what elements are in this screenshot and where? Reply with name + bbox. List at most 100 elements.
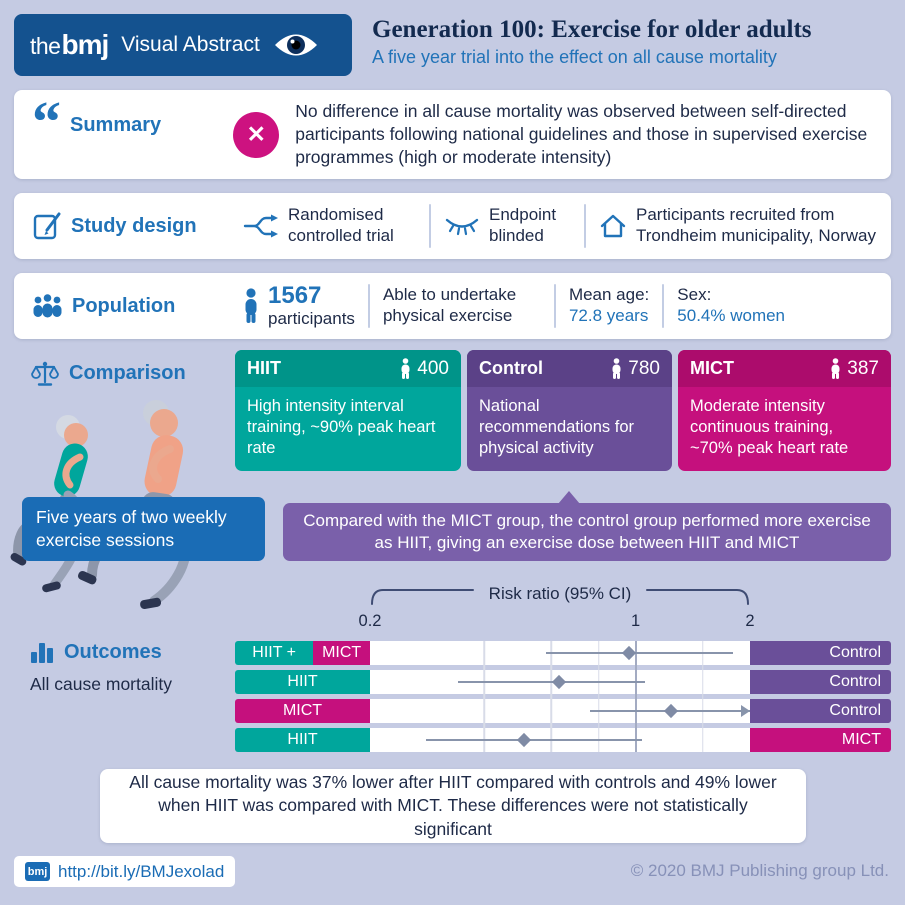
point-estimate bbox=[552, 674, 567, 690]
row-left-label: MICT bbox=[235, 699, 370, 723]
bmj-brand-box: thebmj Visual Abstract bbox=[14, 14, 352, 76]
header-titles: Generation 100: Exercise for older adult… bbox=[372, 16, 892, 68]
conclusion-box: All cause mortality was 37% lower after … bbox=[100, 769, 806, 843]
study-design-item-text: Participants recruited from Trondheim mu… bbox=[636, 205, 876, 245]
group-description: Moderate intensity continuous training, … bbox=[690, 397, 849, 458]
control-card: Control 780 National recommendations for… bbox=[467, 350, 672, 472]
row-right-label: Control bbox=[750, 670, 891, 694]
population-heading: Population bbox=[72, 294, 176, 317]
risk-ratio-label: Risk ratio (95% CI) bbox=[488, 584, 632, 603]
study-design-item-blinded: Endpoint blinded bbox=[444, 205, 571, 246]
study-design-heading: Study design bbox=[71, 214, 197, 237]
divider bbox=[553, 284, 556, 328]
comparison-heading: Comparison bbox=[69, 362, 186, 384]
row-right-label: Control bbox=[750, 641, 891, 665]
row-right-label: Control bbox=[750, 699, 891, 723]
group-name: Control bbox=[479, 358, 543, 378]
study-design-item-randomised: Randomised controlled trial bbox=[243, 205, 416, 246]
summary-section: “ Summary ✕ No difference in all cause m… bbox=[14, 90, 891, 179]
person-icon bbox=[401, 358, 410, 379]
page-title: Generation 100: Exercise for older adult… bbox=[372, 16, 812, 43]
summary-heading: Summary bbox=[70, 113, 162, 136]
point-estimate bbox=[517, 732, 532, 748]
footer-link[interactable]: http://bit.ly/BMJexolad bbox=[58, 861, 225, 881]
person-icon bbox=[243, 288, 259, 324]
mict-card: MICT 387 Moderate intensity continuous t… bbox=[678, 350, 891, 472]
confidence-interval bbox=[425, 739, 643, 742]
study-design-item-recruitment: Participants recruited from Trondheim mu… bbox=[599, 205, 894, 246]
divider bbox=[429, 204, 431, 248]
participants-stat: 1567 participants bbox=[243, 283, 355, 328]
exercise-dose-callout: Compared with the MICT group, the contro… bbox=[283, 491, 891, 561]
group-description: National recommendations for physical ac… bbox=[479, 397, 634, 458]
pencil-form-icon bbox=[32, 211, 62, 241]
bmj-logo: thebmj bbox=[30, 29, 109, 61]
forest-axis: 0.2 1 2 bbox=[359, 612, 755, 634]
group-count-value: 780 bbox=[628, 357, 660, 379]
row-plot-area bbox=[370, 699, 750, 723]
row-plot-area bbox=[370, 728, 750, 752]
summary-text: No difference in all cause mortality was… bbox=[295, 100, 868, 168]
point-estimate bbox=[664, 703, 679, 719]
axis-tick: 0.2 bbox=[358, 612, 382, 630]
mean-age-value: 72.8 years bbox=[568, 306, 649, 325]
bmj-logo-the: the bbox=[30, 33, 61, 59]
scales-icon bbox=[30, 360, 60, 387]
hiit-card-header: HIIT 400 bbox=[235, 350, 461, 387]
cross-icon: ✕ bbox=[233, 111, 280, 158]
outcome-measure: All cause mortality bbox=[30, 674, 172, 694]
sex-value: 50.4% women bbox=[677, 306, 786, 325]
footer-link-box[interactable]: bmj http://bit.ly/BMJexolad bbox=[14, 856, 236, 887]
quote-icon: “ bbox=[32, 89, 61, 154]
bar-chart-icon bbox=[30, 640, 55, 664]
group-name: HIIT bbox=[247, 358, 281, 378]
group-count-value: 387 bbox=[847, 357, 879, 379]
group-count: 780 bbox=[611, 358, 660, 380]
outcomes-heading-group: Outcomes bbox=[30, 640, 162, 664]
confidence-interval bbox=[545, 652, 733, 655]
duration-note: Five years of two weekly exercise sessio… bbox=[22, 497, 265, 561]
control-card-header: Control 780 bbox=[467, 350, 672, 387]
risk-ratio-bracket: Risk ratio (95% CI) bbox=[370, 583, 750, 607]
forest-plot: HIIT + MICT Control HIIT Control MICT Con… bbox=[235, 641, 891, 757]
participant-count-label: participants bbox=[268, 308, 355, 328]
row-right-label: MICT bbox=[750, 728, 891, 752]
outcomes-heading: Outcomes bbox=[64, 640, 162, 663]
row-left-label: HIIT bbox=[235, 728, 370, 752]
study-design-section: Study design Randomised controlled trial… bbox=[14, 193, 891, 259]
study-design-item-text: Endpoint blinded bbox=[489, 205, 557, 245]
forest-row-hiit-vs-mict: HIIT MICT bbox=[235, 728, 891, 752]
blinded-eye-icon bbox=[444, 215, 480, 237]
inclusion-criteria: Able to undertake physical exercise bbox=[382, 285, 517, 325]
population-heading-group: Population bbox=[32, 293, 230, 319]
row-left-label: HIIT bbox=[235, 670, 370, 694]
mict-card-header: MICT 387 bbox=[678, 350, 891, 387]
row-left-label: HIIT + MICT bbox=[235, 641, 370, 665]
bmj-mini-logo: bmj bbox=[25, 862, 50, 881]
divider bbox=[367, 284, 370, 328]
forest-row-hiit-mict-vs-control: HIIT + MICT Control bbox=[235, 641, 891, 665]
house-icon bbox=[599, 213, 627, 239]
bmj-logo-bmj: bmj bbox=[61, 29, 109, 60]
eye-icon bbox=[273, 31, 319, 59]
forest-row-mict-vs-control: MICT Control bbox=[235, 699, 891, 723]
comparison-cards: HIIT 400 High intensity interval trainin… bbox=[235, 350, 891, 472]
hiit-card: HIIT 400 High intensity interval trainin… bbox=[235, 350, 461, 472]
bracket-line bbox=[371, 589, 749, 605]
copyright-text: © 2020 BMJ Publishing group Ltd. bbox=[630, 861, 889, 880]
group-count-value: 400 bbox=[417, 357, 449, 379]
mean-age-stat: Mean age: 72.8 years bbox=[569, 285, 649, 326]
divider bbox=[584, 204, 586, 248]
divider bbox=[662, 284, 665, 328]
comparison-heading-group: Comparison bbox=[30, 360, 186, 387]
row-plot-area bbox=[370, 670, 750, 694]
visual-abstract-label: Visual Abstract bbox=[121, 33, 260, 56]
group-count: 400 bbox=[400, 358, 449, 380]
axis-tick: 2 bbox=[745, 612, 755, 630]
mean-age-label: Mean age: bbox=[568, 285, 650, 305]
summary-heading-group: “ Summary bbox=[32, 89, 233, 154]
study-design-item-text: Randomised controlled trial bbox=[288, 205, 394, 245]
study-design-heading-group: Study design bbox=[32, 211, 230, 241]
point-estimate bbox=[621, 645, 636, 661]
forest-row-hiit-vs-control: HIIT Control bbox=[235, 670, 891, 694]
